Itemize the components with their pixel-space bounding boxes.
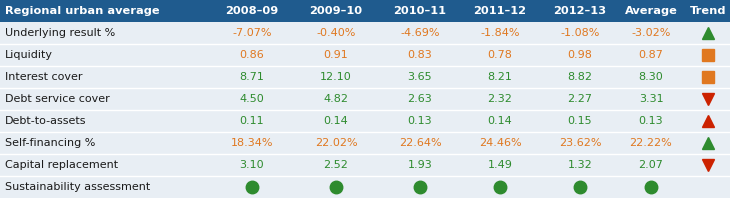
Text: 1.93: 1.93 <box>407 160 432 170</box>
Text: 22.22%: 22.22% <box>629 138 672 148</box>
Text: 4.82: 4.82 <box>323 94 348 104</box>
Text: 3.10: 3.10 <box>239 160 264 170</box>
Text: 24.46%: 24.46% <box>479 138 521 148</box>
Text: 2008–09: 2008–09 <box>226 6 279 16</box>
Text: Debt-to-assets: Debt-to-assets <box>5 116 86 126</box>
Text: Interest cover: Interest cover <box>5 72 82 82</box>
Text: 8.30: 8.30 <box>639 72 664 82</box>
Text: 23.62%: 23.62% <box>558 138 602 148</box>
Text: 8.21: 8.21 <box>488 72 512 82</box>
Text: 0.14: 0.14 <box>488 116 512 126</box>
Text: 2.27: 2.27 <box>567 94 593 104</box>
Text: 0.14: 0.14 <box>323 116 348 126</box>
Text: 2010–11: 2010–11 <box>393 6 447 16</box>
Text: -3.02%: -3.02% <box>631 28 671 38</box>
Text: Liquidity: Liquidity <box>5 50 53 60</box>
Text: Trend: Trend <box>690 6 726 16</box>
Text: Capital replacement: Capital replacement <box>5 160 118 170</box>
Text: Average: Average <box>625 6 677 16</box>
Text: 0.87: 0.87 <box>639 50 664 60</box>
Text: 8.71: 8.71 <box>239 72 264 82</box>
Text: Debt service cover: Debt service cover <box>5 94 109 104</box>
Text: 2011–12: 2011–12 <box>474 6 526 16</box>
Text: 2012–13: 2012–13 <box>553 6 607 16</box>
Text: 0.86: 0.86 <box>239 50 264 60</box>
Text: 0.98: 0.98 <box>567 50 593 60</box>
Text: 22.64%: 22.64% <box>399 138 442 148</box>
Text: 12.10: 12.10 <box>320 72 352 82</box>
Text: 0.78: 0.78 <box>488 50 512 60</box>
Text: 0.83: 0.83 <box>407 50 432 60</box>
Text: 1.32: 1.32 <box>568 160 592 170</box>
Text: 3.65: 3.65 <box>407 72 432 82</box>
Text: 8.82: 8.82 <box>567 72 593 82</box>
Text: 0.13: 0.13 <box>407 116 432 126</box>
Text: 0.15: 0.15 <box>568 116 592 126</box>
Text: -0.40%: -0.40% <box>316 28 356 38</box>
Text: 2.32: 2.32 <box>488 94 512 104</box>
FancyBboxPatch shape <box>0 0 730 22</box>
Text: 0.13: 0.13 <box>639 116 664 126</box>
Text: Underlying result %: Underlying result % <box>5 28 115 38</box>
Text: Regional urban average: Regional urban average <box>5 6 160 16</box>
Text: 18.34%: 18.34% <box>231 138 273 148</box>
Text: 2.07: 2.07 <box>639 160 664 170</box>
Text: -1.08%: -1.08% <box>561 28 599 38</box>
Text: 2009–10: 2009–10 <box>310 6 363 16</box>
Text: 0.91: 0.91 <box>323 50 348 60</box>
Text: 22.02%: 22.02% <box>315 138 357 148</box>
Text: 4.50: 4.50 <box>239 94 264 104</box>
Text: Self-financing %: Self-financing % <box>5 138 96 148</box>
Text: 2.63: 2.63 <box>407 94 432 104</box>
Text: -1.84%: -1.84% <box>480 28 520 38</box>
Text: Sustainability assessment: Sustainability assessment <box>5 182 150 192</box>
Text: 3.31: 3.31 <box>639 94 664 104</box>
Text: 0.11: 0.11 <box>239 116 264 126</box>
Text: 1.49: 1.49 <box>488 160 512 170</box>
Text: -7.07%: -7.07% <box>232 28 272 38</box>
Text: -4.69%: -4.69% <box>400 28 439 38</box>
Text: 2.52: 2.52 <box>323 160 348 170</box>
